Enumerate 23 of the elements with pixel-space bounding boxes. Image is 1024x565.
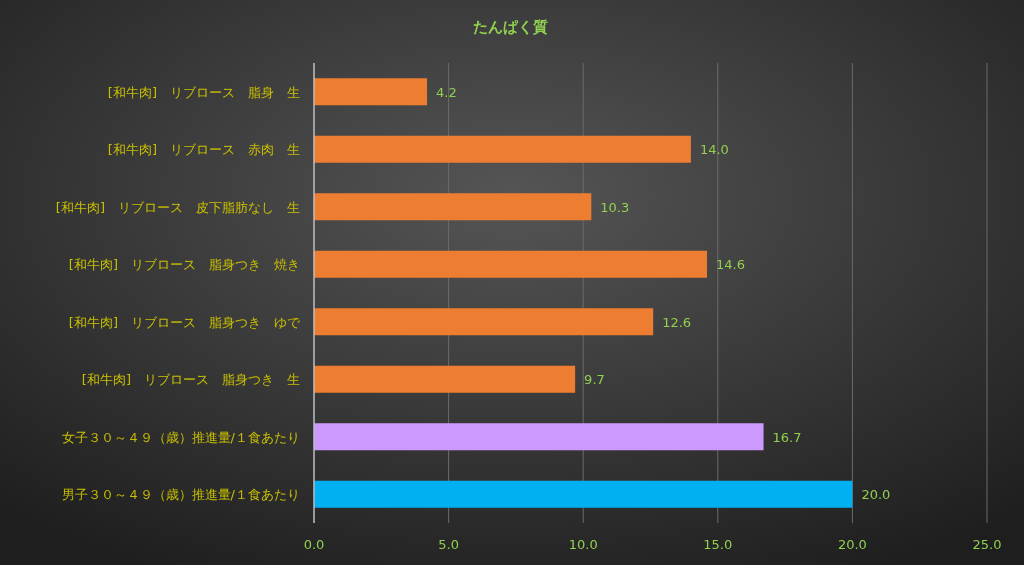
- data-label: 4.2: [436, 84, 457, 100]
- y-tick-label: [和牛肉] リブロース 赤肉 生: [107, 142, 300, 158]
- y-tick-label: [和牛肉] リブロース 脂身つき 生: [81, 372, 300, 388]
- y-tick-label: [和牛肉] リブロース 脂身 生: [107, 84, 300, 100]
- data-label: 14.6: [716, 257, 745, 273]
- x-tick-label: 25.0: [972, 537, 1002, 552]
- y-tick-label: 男子３０～４９（歳）推進量/１食あたり: [61, 487, 300, 503]
- x-tick-label: 15.0: [703, 537, 733, 552]
- chart-title: たんぱく質: [473, 18, 548, 36]
- y-tick-label: 女子３０～４９（歳）推進量/１食あたり: [61, 429, 300, 445]
- y-tick-label: [和牛肉] リブロース 脂身つき 焼き: [68, 257, 300, 273]
- data-label: 9.7: [584, 372, 605, 388]
- y-tick-label: [和牛肉] リブロース 皮下脂肪なし 生: [55, 199, 300, 215]
- data-label: 16.7: [772, 429, 802, 445]
- data-label: 10.3: [600, 199, 630, 215]
- x-tick-label: 20.0: [837, 537, 867, 552]
- data-label: 14.0: [699, 142, 729, 158]
- x-tick-label: 10.0: [568, 537, 598, 552]
- x-tick-label: 5.0: [438, 537, 459, 552]
- x-tick-label: 0.0: [303, 537, 325, 552]
- data-label: 12.6: [662, 314, 692, 330]
- data-label: 20.0: [861, 487, 891, 503]
- y-tick-label: [和牛肉] リブロース 脂身つき ゆで: [68, 314, 301, 330]
